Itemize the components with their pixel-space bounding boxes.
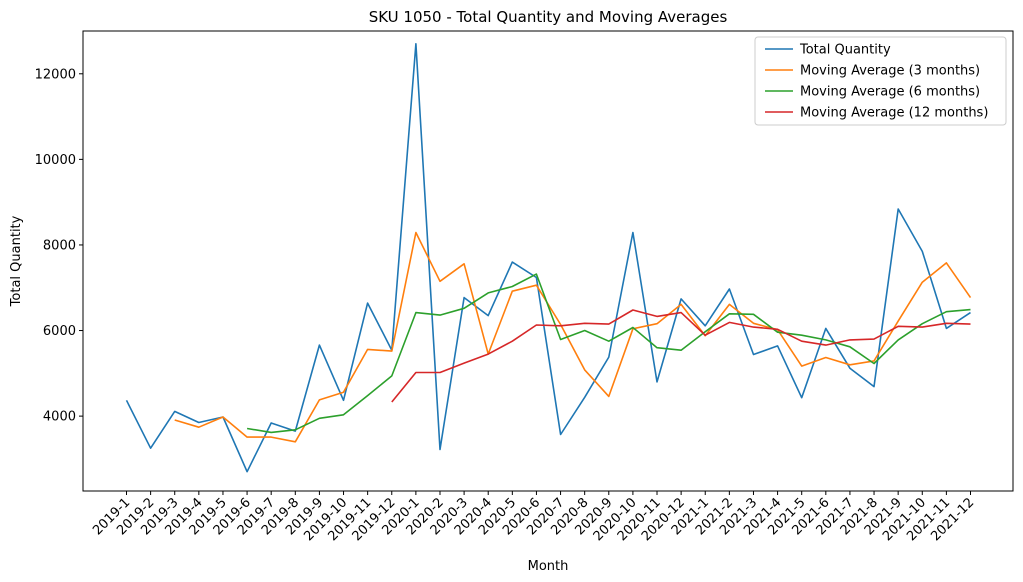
y-tick-label: 12000: [35, 67, 76, 82]
legend-label: Total Quantity: [799, 43, 891, 58]
chart-title: SKU 1050 - Total Quantity and Moving Ave…: [369, 8, 728, 26]
legend-label: Moving Average (6 months): [800, 85, 980, 100]
legend: Total Quantity Moving Average (3 months) M…: [754, 36, 1007, 126]
legend-label: Moving Average (3 months): [800, 64, 980, 79]
series-line-2: [174, 231, 972, 443]
x-axis: 2019-12019-22019-32019-42019-52019-62019…: [90, 491, 977, 544]
y-tick-label: 4000: [43, 410, 76, 425]
y-tick-label: 6000: [43, 324, 76, 339]
series-line-3: [246, 273, 971, 434]
y-tick-label: 8000: [43, 238, 76, 253]
y-axis-label: Total Quantity: [9, 215, 24, 307]
y-tick-label: 10000: [35, 153, 76, 168]
legend-box: [754, 36, 1007, 126]
series-lines: [125, 42, 972, 473]
y-axis: 4000 6000 8000 10000 12000: [35, 67, 83, 425]
x-axis-label: Month: [528, 559, 569, 574]
legend-label: Moving Average (12 months): [800, 106, 988, 121]
plot-area-frame: [82, 30, 1014, 492]
series-line-4: [391, 309, 971, 403]
